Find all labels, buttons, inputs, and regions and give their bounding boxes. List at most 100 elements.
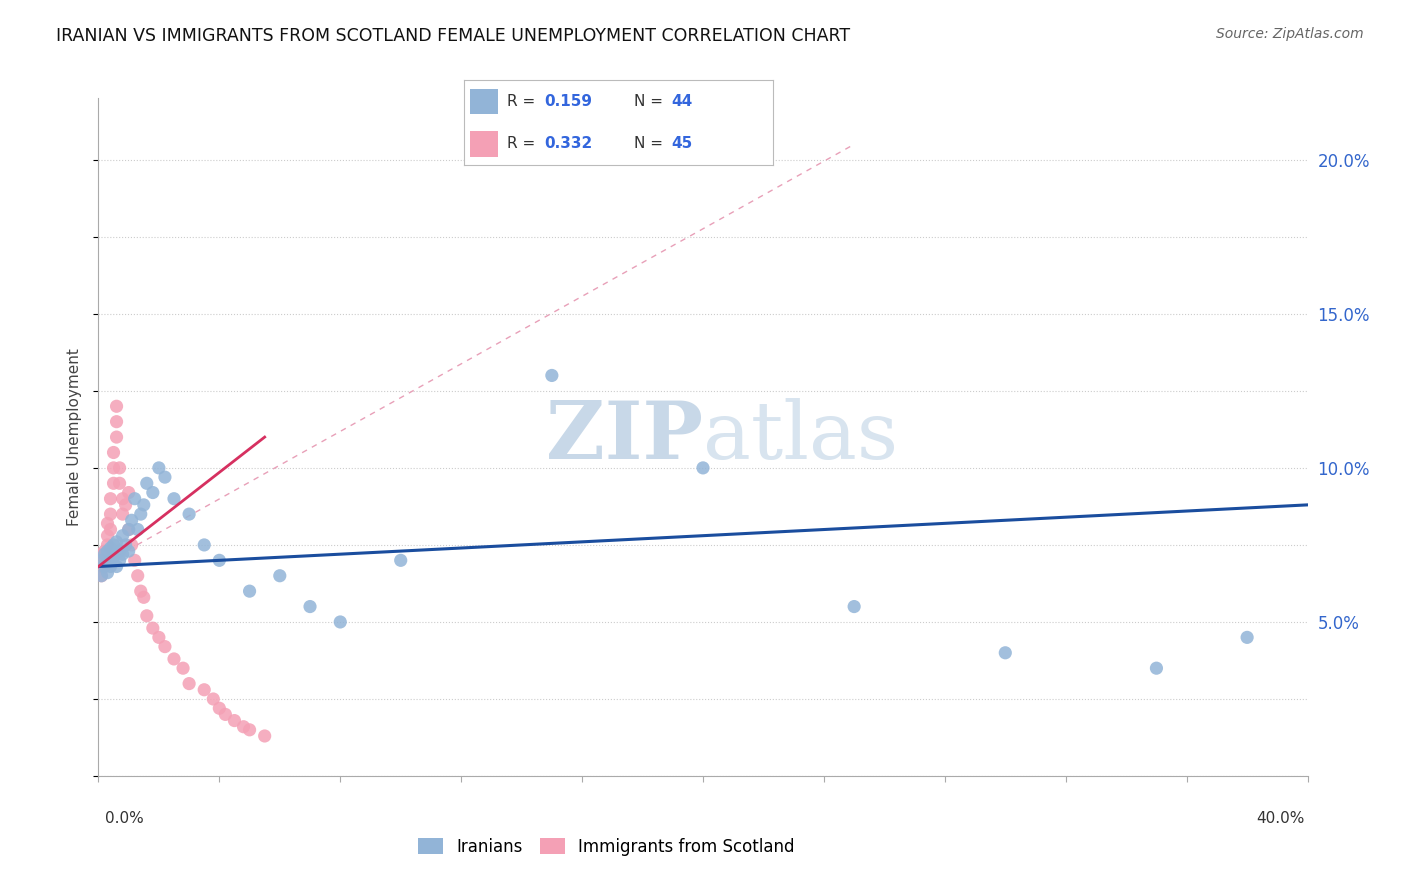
- Point: [208, 553, 231, 567]
- Point: [108, 553, 131, 567]
- Bar: [470, 89, 498, 114]
- Point: [108, 544, 131, 558]
- Point: [127, 523, 149, 537]
- Point: [239, 584, 262, 599]
- Point: [994, 646, 1017, 660]
- Text: 40.0%: 40.0%: [1257, 812, 1305, 826]
- Point: [163, 652, 186, 666]
- Text: Source: ZipAtlas.com: Source: ZipAtlas.com: [1216, 27, 1364, 41]
- Point: [118, 544, 141, 558]
- Point: [103, 538, 125, 552]
- Point: [253, 729, 276, 743]
- Point: [103, 476, 125, 491]
- Point: [93, 544, 115, 558]
- Point: [127, 568, 149, 582]
- Point: [90, 568, 112, 582]
- Point: [111, 507, 134, 521]
- Point: [96, 538, 118, 552]
- Point: [540, 368, 562, 383]
- Text: 0.159: 0.159: [544, 94, 592, 109]
- Point: [153, 640, 176, 654]
- Text: R =: R =: [508, 94, 540, 109]
- Point: [93, 547, 115, 561]
- Point: [208, 701, 231, 715]
- Point: [118, 523, 141, 537]
- Point: [232, 720, 254, 734]
- Text: 0.332: 0.332: [544, 136, 593, 152]
- Point: [93, 559, 115, 574]
- Point: [105, 415, 128, 429]
- Text: 0.0%: 0.0%: [105, 812, 145, 826]
- Point: [1236, 631, 1258, 645]
- Point: [142, 621, 165, 635]
- Point: [105, 430, 128, 444]
- Point: [90, 547, 112, 561]
- Point: [96, 529, 118, 543]
- Point: [299, 599, 322, 614]
- Point: [90, 553, 112, 567]
- Text: atlas: atlas: [703, 398, 898, 476]
- Point: [105, 399, 128, 413]
- Point: [103, 445, 125, 459]
- Point: [692, 461, 714, 475]
- Point: [148, 631, 170, 645]
- Point: [1144, 661, 1167, 675]
- Text: R =: R =: [508, 136, 540, 152]
- Point: [114, 498, 136, 512]
- Point: [93, 553, 115, 567]
- Text: ZIP: ZIP: [546, 398, 703, 476]
- Point: [111, 491, 134, 506]
- Point: [129, 507, 152, 521]
- Y-axis label: Female Unemployment: Female Unemployment: [67, 348, 83, 526]
- Point: [132, 591, 155, 605]
- Point: [103, 461, 125, 475]
- Point: [96, 544, 118, 558]
- Point: [111, 529, 134, 543]
- Point: [135, 476, 157, 491]
- Point: [100, 523, 122, 537]
- Point: [269, 568, 291, 582]
- Point: [214, 707, 236, 722]
- Point: [239, 723, 262, 737]
- Point: [105, 534, 128, 549]
- Point: [193, 682, 215, 697]
- Point: [124, 553, 146, 567]
- Point: [193, 538, 215, 552]
- Point: [90, 559, 112, 574]
- Text: 45: 45: [671, 136, 693, 152]
- Text: IRANIAN VS IMMIGRANTS FROM SCOTLAND FEMALE UNEMPLOYMENT CORRELATION CHART: IRANIAN VS IMMIGRANTS FROM SCOTLAND FEMA…: [56, 27, 851, 45]
- Point: [111, 547, 134, 561]
- Point: [96, 566, 118, 580]
- Point: [124, 491, 146, 506]
- Point: [100, 553, 122, 567]
- Point: [844, 599, 866, 614]
- Point: [105, 559, 128, 574]
- Point: [90, 568, 112, 582]
- Point: [135, 608, 157, 623]
- Point: [121, 538, 143, 552]
- Point: [100, 491, 122, 506]
- Bar: [470, 131, 498, 157]
- Point: [118, 485, 141, 500]
- Point: [329, 615, 352, 629]
- Point: [389, 553, 412, 567]
- Point: [153, 470, 176, 484]
- Point: [93, 559, 115, 574]
- Point: [179, 676, 201, 690]
- Text: N =: N =: [634, 136, 668, 152]
- Point: [163, 491, 186, 506]
- Point: [100, 541, 122, 555]
- Text: N =: N =: [634, 94, 668, 109]
- Text: 44: 44: [671, 94, 693, 109]
- Point: [118, 523, 141, 537]
- Point: [179, 507, 201, 521]
- Point: [103, 550, 125, 565]
- Point: [100, 559, 122, 574]
- Point: [100, 507, 122, 521]
- Point: [202, 692, 225, 706]
- Point: [129, 584, 152, 599]
- Point: [114, 538, 136, 552]
- Point: [224, 714, 246, 728]
- Point: [172, 661, 194, 675]
- Point: [132, 498, 155, 512]
